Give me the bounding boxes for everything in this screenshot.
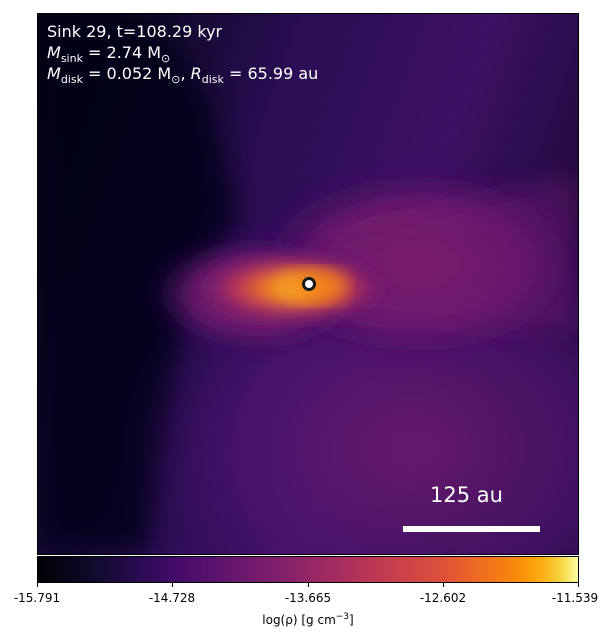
density-map (38, 14, 578, 554)
colorbar-tick-label: -12.602 (419, 591, 467, 605)
sink-marker (302, 277, 316, 291)
scale-bar-label: 125 au (430, 483, 503, 507)
scale-bar (403, 526, 540, 532)
colorbar-tick (37, 583, 38, 587)
colorbar-tick (308, 583, 309, 587)
colorbar-tick (578, 583, 579, 587)
colorbar-tick-label: -13.665 (284, 591, 332, 605)
density-map-panel (37, 13, 579, 555)
colorbar-label: log(ρ) [g cm−3] (262, 612, 354, 627)
colorbar-tick-label: -15.791 (13, 591, 61, 605)
colorbar-tick (443, 583, 444, 587)
colorbar-tick-label: -14.728 (148, 591, 196, 605)
colorbar-tick-label: -11.539 (551, 591, 599, 605)
annotation-sink-mass: Msink = 2.74 M⊙ (47, 43, 171, 66)
colorbar (37, 556, 579, 583)
annotation-title: Sink 29, t=108.29 kyr (47, 22, 223, 41)
colorbar-tick (172, 583, 173, 587)
annotation-disk-properties: Mdisk = 0.052 M⊙, Rdisk = 65.99 au (47, 64, 319, 87)
